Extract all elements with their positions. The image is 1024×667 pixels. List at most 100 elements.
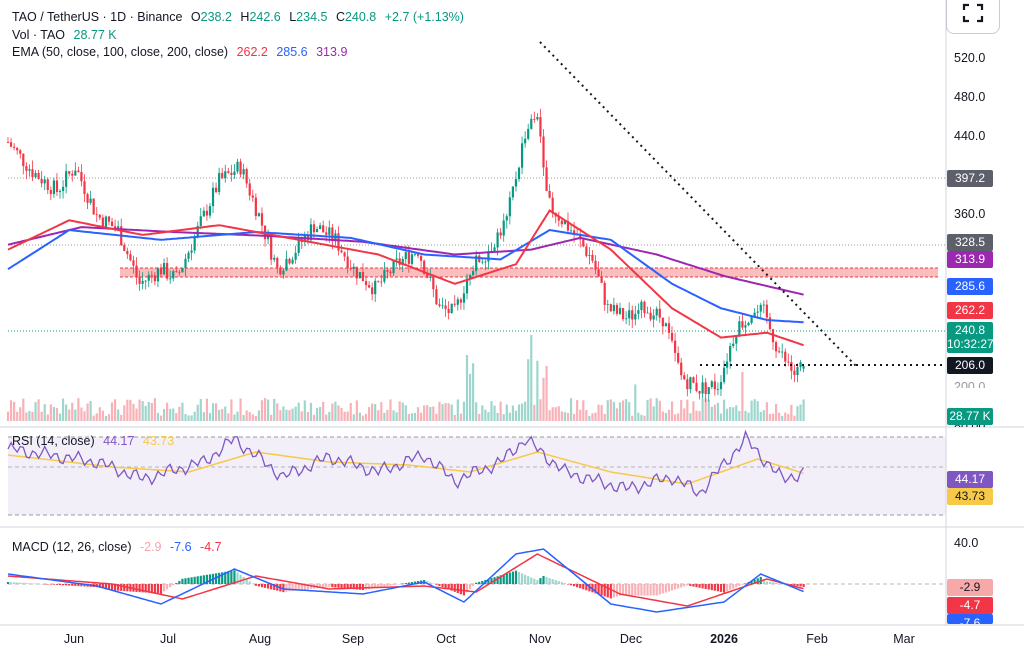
- volume-bar: [6, 411, 10, 421]
- volume-bar: [251, 414, 254, 421]
- macd-hist-bar: [303, 584, 306, 590]
- volume-bar: [233, 414, 236, 421]
- candle-body: [732, 343, 735, 347]
- macd-hist-bar: [554, 580, 557, 584]
- volume-bar: [334, 401, 337, 421]
- volume-bar: [652, 406, 655, 421]
- candle-body: [386, 269, 389, 272]
- candle-body: [591, 254, 594, 261]
- candle-body: [55, 180, 59, 193]
- macd-signal-tag: -4.7: [947, 597, 993, 614]
- candle-body: [689, 377, 692, 390]
- candle-body: [716, 389, 720, 390]
- candle-body: [273, 257, 276, 260]
- volume-bar: [588, 415, 591, 421]
- macd-hist-bar: [413, 581, 417, 584]
- macd-hist-bar: [80, 584, 83, 587]
- macd-hist-bar: [55, 584, 59, 585]
- macd-hist-bar: [276, 584, 279, 591]
- volume-bar: [646, 400, 649, 421]
- macd-hist-bar: [628, 584, 631, 596]
- macd-hist-bar: [435, 584, 438, 585]
- candle-body: [98, 214, 101, 218]
- macd-hist-bar: [444, 584, 447, 589]
- macd-hist-bar: [358, 584, 361, 590]
- candle-body: [285, 258, 288, 271]
- volume-bar: [435, 413, 438, 421]
- macd-hist-bar: [722, 584, 726, 593]
- macd-hist-bar: [729, 584, 732, 590]
- volume-bar: [68, 409, 71, 421]
- candle-body: [282, 270, 285, 275]
- time-axis-label: Dec: [619, 632, 643, 646]
- volume-bar: [600, 405, 603, 421]
- volume-bar: [374, 404, 377, 421]
- candle-body: [193, 236, 196, 251]
- volume-bar: [245, 410, 248, 421]
- macd-hist-bar: [606, 584, 609, 598]
- open-label: O: [190, 10, 201, 24]
- volume-bar: [43, 404, 46, 421]
- candle-body: [517, 167, 521, 180]
- ema-label: EMA (50, close, 100, close, 200, close): [12, 45, 229, 59]
- macd-hist-bar: [588, 584, 591, 592]
- volume-bar: [9, 400, 13, 421]
- candle-body: [395, 258, 398, 260]
- macd-hist-bar: [609, 584, 612, 599]
- macd-hist-bar: [386, 584, 389, 587]
- macd-hist-bar: [16, 582, 19, 584]
- macd-hist-bar: [233, 570, 236, 584]
- candle-body: [472, 271, 475, 276]
- volume-bar: [677, 413, 680, 421]
- candle-body: [276, 257, 279, 268]
- volume-bar: [738, 411, 741, 421]
- macd-hist-bar: [680, 584, 683, 588]
- candle-body: [346, 256, 349, 269]
- candle-body: [245, 169, 248, 184]
- ema200-line: [7, 226, 804, 296]
- candle-body: [166, 263, 169, 279]
- volume-bar: [680, 399, 683, 421]
- volume-bar: [37, 399, 40, 421]
- volume-bar: [621, 400, 625, 421]
- macd-hist-bar: [710, 584, 713, 591]
- volume-bar: [263, 398, 267, 421]
- rsi-band: [8, 437, 946, 515]
- fullscreen-icon: [962, 3, 984, 23]
- volume-bar: [89, 401, 92, 421]
- volume-bar: [517, 404, 521, 421]
- candle-body: [548, 190, 551, 198]
- volume-bar: [172, 408, 175, 421]
- volume-bar: [729, 406, 732, 421]
- macd-hist-bar: [361, 584, 365, 591]
- resistance-zone: [120, 268, 938, 277]
- volume-bar: [429, 406, 432, 421]
- time-axis-label: 2026: [710, 632, 738, 646]
- volume-bar: [514, 410, 518, 421]
- volume-bar: [560, 411, 563, 421]
- macd-hist-bar: [573, 584, 576, 587]
- volume-bar: [153, 398, 156, 421]
- volume-bar: [303, 400, 306, 421]
- candle-body: [784, 351, 787, 362]
- macd-hist-bar: [340, 584, 343, 589]
- macd-hist-bar: [615, 584, 619, 597]
- candle-body: [634, 313, 637, 320]
- candle-body: [236, 161, 239, 172]
- candle-body: [141, 280, 144, 284]
- fullscreen-button[interactable]: [946, 0, 1000, 34]
- macd-hist-bar: [300, 584, 303, 591]
- high-value: 242.6: [249, 10, 281, 24]
- candle-body: [530, 118, 533, 129]
- macd-hist-bar: [263, 584, 267, 588]
- low-label: L: [289, 10, 297, 24]
- candle-body: [319, 225, 322, 230]
- macd-hist-bar: [533, 578, 536, 584]
- volume-bar: [156, 412, 160, 421]
- candle-body: [260, 213, 264, 226]
- macd-hist-bar: [771, 582, 775, 584]
- macd-hist-bar: [37, 583, 40, 585]
- macd-hist-bar: [456, 584, 459, 594]
